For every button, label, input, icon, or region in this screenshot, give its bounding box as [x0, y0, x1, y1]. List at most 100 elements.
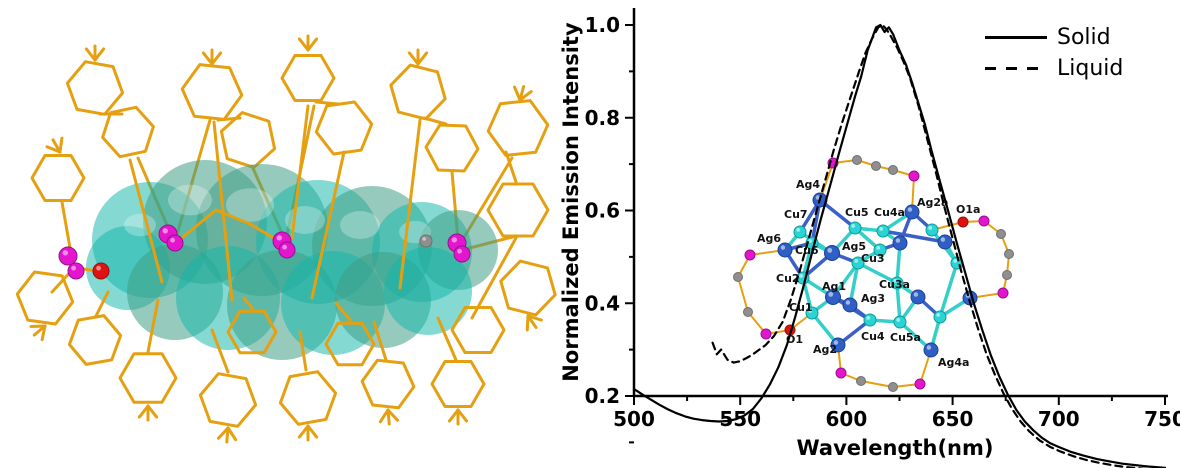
x-axis-title: Wavelength(nm)	[796, 436, 994, 460]
atom-highlight	[896, 317, 901, 322]
bond-stick	[290, 104, 310, 240]
inset-atom-cu4a	[876, 224, 890, 238]
atom-highlight	[876, 245, 881, 250]
tbu-branch	[306, 37, 319, 52]
solid-line-sample	[985, 36, 1047, 39]
inset-atom-cu5a	[893, 315, 907, 329]
inset-atom-p5	[744, 249, 756, 261]
atom-highlight	[940, 237, 946, 242]
phenyl-ring	[226, 309, 278, 355]
inset-atom-label: Ag5	[842, 240, 866, 253]
inset-atom-c7	[733, 272, 743, 282]
y-tick-label: 0.8	[585, 106, 620, 130]
inset-atom-p2	[908, 170, 920, 182]
inset-metal-bond	[938, 261, 959, 319]
atom-highlight	[833, 340, 839, 345]
inset-atom-p3	[978, 215, 990, 227]
bond-stick	[60, 200, 72, 250]
inset-atom-label: Cu5	[845, 206, 869, 219]
atom-highlight	[808, 238, 813, 243]
inset-metal-bond	[881, 229, 947, 244]
y-tick-label: 0.4	[585, 291, 620, 315]
atom-highlight	[780, 245, 786, 250]
inset-atom-label: Cu2	[776, 272, 800, 285]
phenyl-ring	[67, 314, 123, 366]
bond-stick	[146, 298, 160, 354]
atom-highlight	[907, 207, 913, 212]
phenyl-ring	[430, 360, 486, 408]
left-atoms	[58, 224, 471, 280]
atom-highlight	[71, 265, 76, 271]
atom-highlight	[913, 292, 919, 297]
inset-bond	[737, 276, 749, 313]
tbu-branch	[447, 408, 460, 423]
tbu-branch	[137, 404, 150, 419]
phenyl-ring	[15, 270, 75, 326]
sphere-highlight	[226, 188, 274, 222]
phenyl-ring	[424, 123, 480, 173]
atom-highlight	[457, 248, 462, 254]
vdw-sphere	[384, 247, 472, 335]
bond-stick	[212, 120, 234, 302]
inset-atom-c8	[743, 307, 753, 317]
atom-highlight	[928, 225, 933, 230]
inset-atom-label: Cu1	[789, 301, 813, 314]
tbu-branch	[93, 47, 106, 62]
atom-highlight	[845, 300, 851, 305]
atom-highlight	[895, 238, 901, 243]
inset-atom-c1	[852, 155, 862, 165]
tbu-branch	[297, 424, 310, 439]
y-axis-title: Normalized Emission Intensity	[559, 22, 583, 382]
bond-stick	[210, 328, 230, 374]
inset-atom-ag3	[842, 297, 858, 313]
atom-highlight	[422, 237, 427, 241]
bond-stick	[334, 301, 352, 322]
x-tick-label: 500	[613, 407, 655, 431]
phenyl-ring	[450, 306, 506, 354]
bond-stick	[436, 316, 458, 362]
inset-atom-cu4	[863, 313, 877, 327]
curve-solid	[632, 23, 1167, 468]
inset-atom-ag4a	[923, 342, 939, 358]
phenyl-ring	[198, 372, 258, 428]
legend-item-solid: Solid	[985, 22, 1123, 53]
phenyl-ring	[118, 352, 178, 404]
tbu-branch	[58, 136, 64, 154]
atom-highlight	[96, 265, 101, 271]
atom-highlight	[879, 226, 884, 231]
inset-atom-cuc	[933, 310, 947, 324]
atom-highlight	[282, 244, 287, 250]
tbu-branch	[416, 51, 429, 66]
phenyl-ring	[101, 105, 155, 159]
bond-stick	[128, 158, 164, 284]
bond-stick	[176, 208, 218, 243]
inset-atom-c5	[1004, 249, 1014, 259]
bond-stick	[422, 116, 448, 126]
atom-highlight	[866, 315, 871, 320]
left-molecule-graphic	[15, 34, 557, 444]
phenyl-ring	[499, 259, 557, 317]
sphere-highlight	[168, 184, 212, 216]
inset-atom-label: Ag2	[813, 343, 837, 356]
space-filling-spheres	[86, 160, 498, 360]
bond-stick	[470, 236, 518, 320]
bond-stick	[398, 118, 422, 290]
inset-atom-label: O1a	[956, 203, 980, 216]
x-tick-label: 750	[1144, 407, 1180, 431]
tbu-branch	[518, 90, 533, 102]
atom-highlight	[851, 223, 856, 228]
inset-atom-label: Ag1	[822, 280, 846, 293]
legend-item-liquid: Liquid	[985, 53, 1123, 84]
inset-atom-label: Ag6	[757, 232, 781, 245]
inset-atom-label: Ag4	[796, 178, 820, 191]
phenyl-ring	[324, 321, 376, 367]
inset-atom-o1a	[957, 216, 969, 228]
inset-atom-label: Cu5a	[890, 331, 921, 344]
phenyl-ring	[278, 370, 338, 426]
inset-atom-label: Cu3a	[879, 278, 910, 291]
atom-highlight	[162, 228, 168, 234]
inset-atom-cu7	[793, 225, 807, 239]
